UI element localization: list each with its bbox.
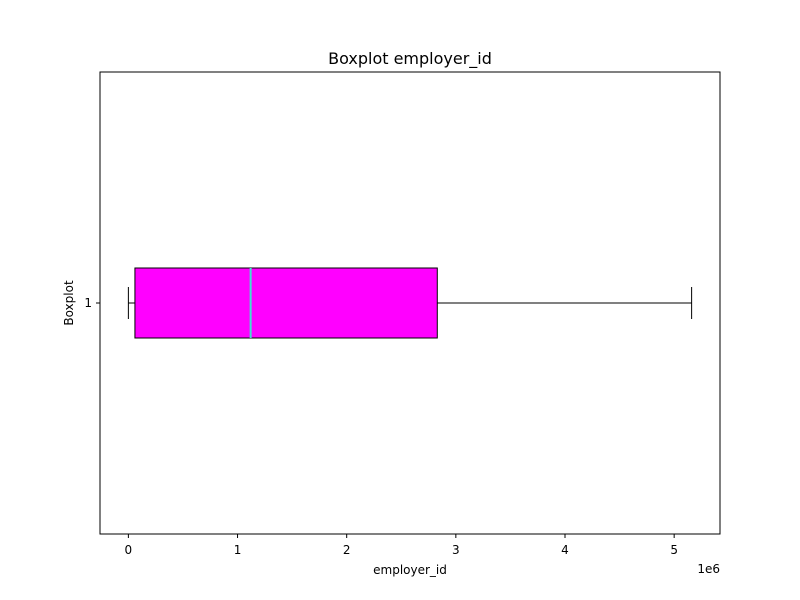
x-axis-scale-label: 1e6 xyxy=(697,562,720,576)
boxplot-series xyxy=(127,267,693,339)
y-axis-ticks: 1 xyxy=(84,296,100,310)
x-tick-label: 3 xyxy=(452,543,460,557)
x-tick-label: 5 xyxy=(670,543,678,557)
interquartile-box xyxy=(134,267,438,339)
x-tick-label: 4 xyxy=(561,543,569,557)
y-axis-label: Boxplot xyxy=(62,280,76,326)
plot-frame xyxy=(99,71,721,535)
x-tick-label: 2 xyxy=(343,543,351,557)
chart-title: Boxplot employer_id xyxy=(328,49,492,69)
x-axis-ticks: 0 1 2 3 4 5 xyxy=(125,534,678,557)
x-tick-label: 1 xyxy=(234,543,242,557)
y-tick-label: 1 xyxy=(84,296,92,310)
x-tick-label: 0 xyxy=(125,543,133,557)
x-axis-label: employer_id xyxy=(373,563,447,577)
